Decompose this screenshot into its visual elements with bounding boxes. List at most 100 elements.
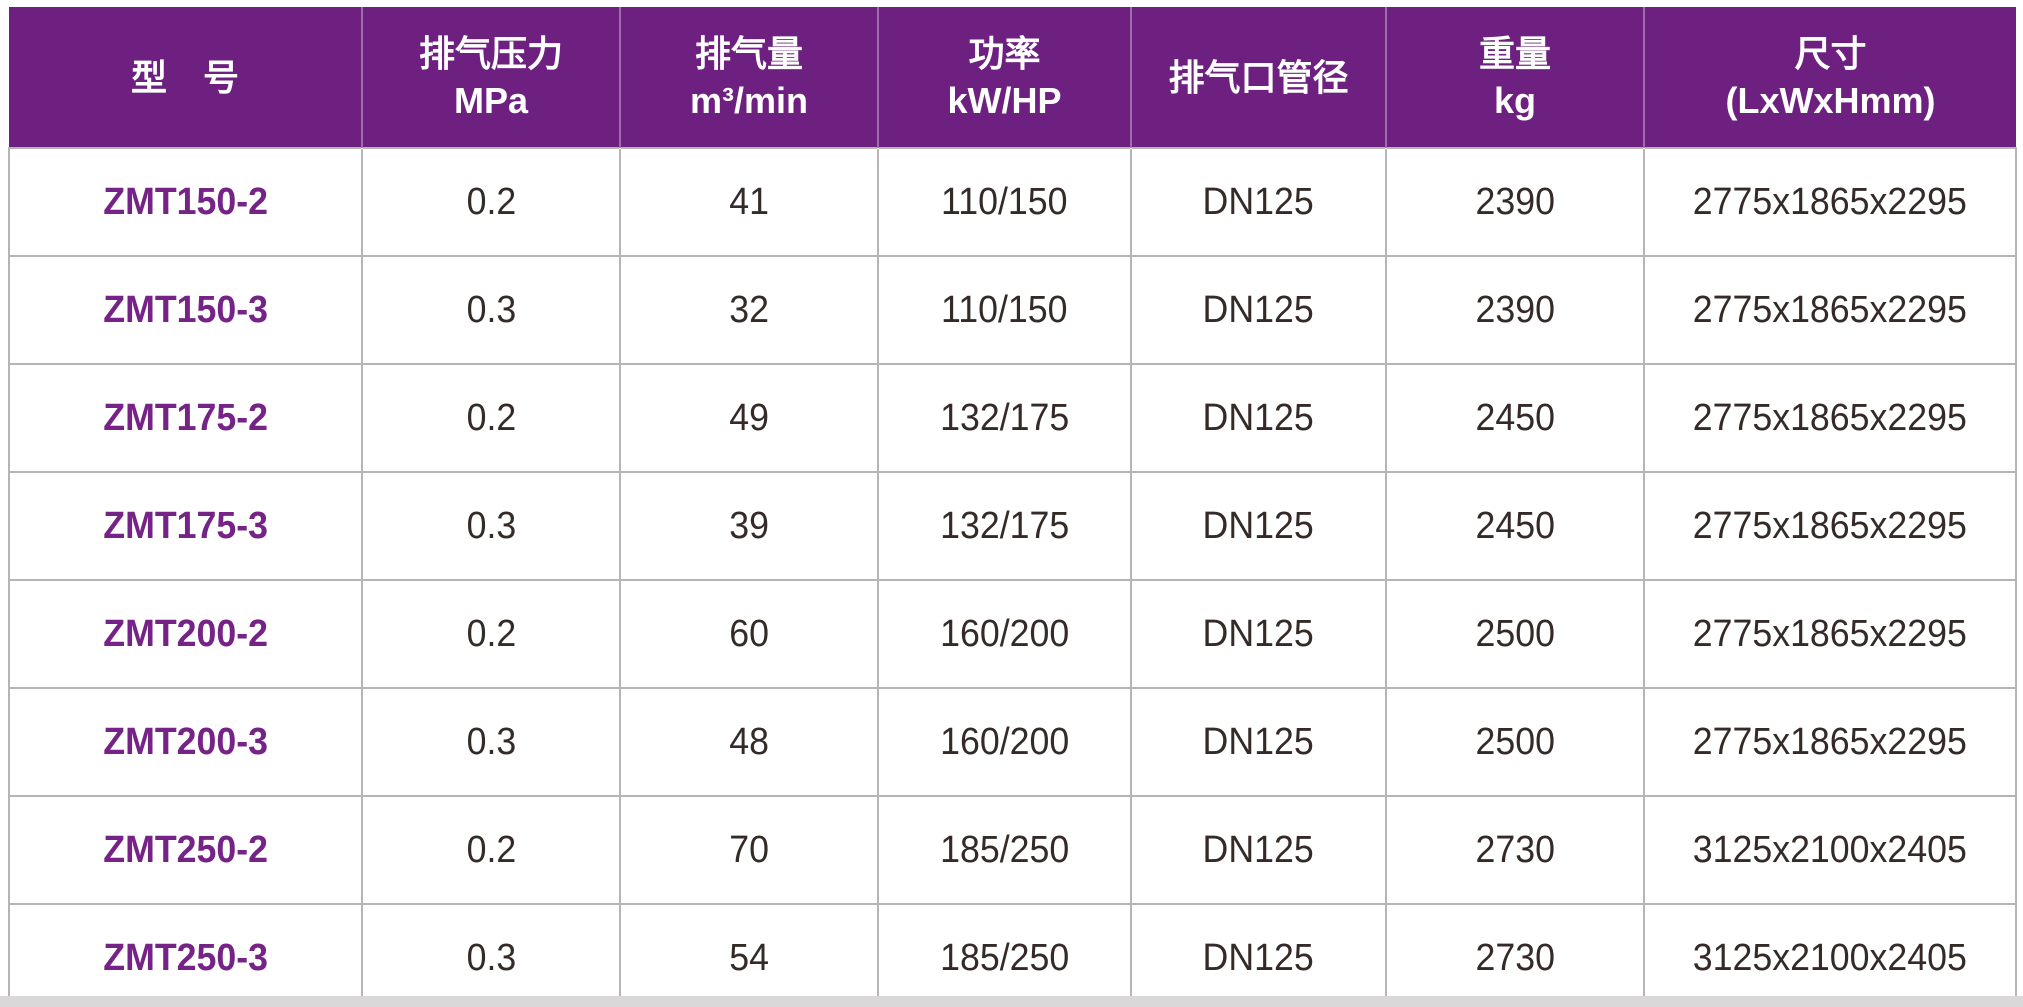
table-row: ZMT250-2 0.2 70 185/250 DN125 2730 3125x2100x2… [8,795,2017,905]
cell-model: ZMT175-2 [8,363,363,473]
column-header-weight: 重量 kg [1386,7,1645,148]
header-label-line: 排气压力 [418,33,563,74]
cell-text: DN125 [1202,936,1315,979]
cell-text: ZMT200-2 [103,612,268,655]
cell-text: 110/150 [941,180,1068,223]
header-label-line: 尺寸 [1794,33,1867,74]
cell-text: ZMT250-2 [103,828,268,871]
cell-text: 2500 [1475,612,1555,655]
table-row: ZMT150-2 0.2 41 110/150 DN125 2390 2775x1865x2… [8,147,2017,257]
cell-text: ZMT150-3 [103,288,268,331]
cell-text: 2730 [1475,828,1555,871]
cell-weight: 2500 [1385,579,1645,689]
cell-outlet_diameter: DN125 [1130,147,1387,257]
cell-pressure: 0.2 [361,795,621,905]
column-header-capacity: 排气量 m³/min [620,7,879,148]
table-row: ZMT175-2 0.2 49 132/175 DN125 2450 2775x1865x2… [8,363,2017,473]
cell-pressure: 0.3 [361,255,621,365]
cell-capacity: 49 [619,363,879,473]
cell-text: DN125 [1202,720,1315,763]
cell-model: ZMT150-2 [8,147,363,257]
cell-dimensions: 2775x1865x2295 [1643,255,2017,365]
cell-text: 2775x1865x2295 [1692,396,1968,439]
cell-capacity: 41 [619,147,879,257]
cell-text: 185/250 [939,936,1070,979]
column-header-power: 功率 kW/HP [878,7,1132,148]
cell-text: ZMT175-3 [103,504,268,547]
cell-text: 2730 [1475,936,1555,979]
cell-power: 132/175 [877,471,1132,581]
cell-text: 132/175 [939,396,1070,439]
cell-text: 2775x1865x2295 [1692,720,1968,763]
cell-capacity: 39 [619,471,879,581]
cell-capacity: 60 [619,579,879,689]
cell-weight: 2450 [1385,471,1645,581]
cell-power: 160/200 [877,687,1132,797]
cell-text: 0.3 [466,504,516,547]
cell-outlet_diameter: DN125 [1130,255,1387,365]
header-label-line: 功率 [968,33,1041,74]
column-header-pressure: 排气压力 MPa [362,7,621,148]
table-header: 型 号 排气压力 MPa 排气量 m³/min 功率 kW/HP 排气口管径 重量 kg 尺寸 (Lx… [9,7,2016,148]
cell-power: 160/200 [877,579,1132,689]
cell-weight: 2390 [1385,147,1645,257]
header-label-line: MPa [453,80,529,121]
cell-pressure: 0.3 [361,687,621,797]
table-row: ZMT175-3 0.3 39 132/175 DN125 2450 2775x1865x2… [8,471,2017,581]
cell-text: 2390 [1475,180,1555,223]
cell-text: DN125 [1202,504,1315,547]
cell-model: ZMT200-2 [8,579,363,689]
cell-capacity: 70 [619,795,879,905]
cell-power: 185/250 [877,903,1132,1007]
cell-text: 48 [729,720,769,763]
cell-capacity: 48 [619,687,879,797]
cell-text: 0.2 [466,612,516,655]
cell-text: DN125 [1202,288,1315,331]
column-header-model: 型 号 [9,7,363,148]
cell-power: 185/250 [877,795,1132,905]
header-label-line: 重量 [1478,33,1551,74]
spec-table: 型 号 排气压力 MPa 排气量 m³/min 功率 kW/HP 排气口管径 重量 kg 尺寸 (Lx… [8,7,2017,1007]
bottom-strip [0,996,2023,1007]
cell-model: ZMT150-3 [8,255,363,365]
cell-text: 2775x1865x2295 [1692,504,1968,547]
cell-text: 39 [729,504,769,547]
cell-outlet_diameter: DN125 [1130,579,1387,689]
cell-text: 32 [729,288,769,331]
cell-text: 2775x1865x2295 [1692,288,1968,331]
table-row: ZMT150-3 0.3 32 110/150 DN125 2390 2775x1865x2… [8,255,2017,365]
cell-text: 54 [729,936,769,979]
cell-capacity: 54 [619,903,879,1007]
cell-outlet_diameter: DN125 [1130,795,1387,905]
cell-weight: 2730 [1385,903,1645,1007]
cell-text: DN125 [1202,828,1315,871]
cell-text: 3125x2100x2405 [1692,936,1968,979]
cell-text: ZMT175-2 [103,396,268,439]
table-row: ZMT250-3 0.3 54 185/250 DN125 2730 3125x2100x2… [8,903,2017,1007]
cell-text: 2390 [1475,288,1555,331]
header-label-line: 型 号 [130,56,239,98]
cell-pressure: 0.2 [361,363,621,473]
cell-text: 0.2 [466,180,516,223]
cell-weight: 2390 [1385,255,1645,365]
cell-dimensions: 3125x2100x2405 [1643,903,2017,1007]
cell-power: 110/150 [877,255,1132,365]
cell-text: 41 [729,180,769,223]
header-row: 型 号 排气压力 MPa 排气量 m³/min 功率 kW/HP 排气口管径 重量 kg 尺寸 (Lx… [9,7,2016,148]
cell-pressure: 0.3 [361,471,621,581]
cell-model: ZMT250-2 [8,795,363,905]
cell-weight: 2450 [1385,363,1645,473]
header-label-line: 排气口管径 [1168,56,1349,98]
cell-capacity: 32 [619,255,879,365]
cell-text: DN125 [1202,180,1315,223]
cell-text: 2500 [1475,720,1555,763]
cell-text: 2775x1865x2295 [1692,180,1968,223]
cell-pressure: 0.2 [361,147,621,257]
cell-dimensions: 2775x1865x2295 [1643,363,2017,473]
cell-power: 110/150 [877,147,1132,257]
cell-text: 0.3 [466,720,516,763]
cell-text: 0.2 [466,828,516,871]
cell-pressure: 0.3 [361,903,621,1007]
cell-text: 0.3 [466,936,516,979]
